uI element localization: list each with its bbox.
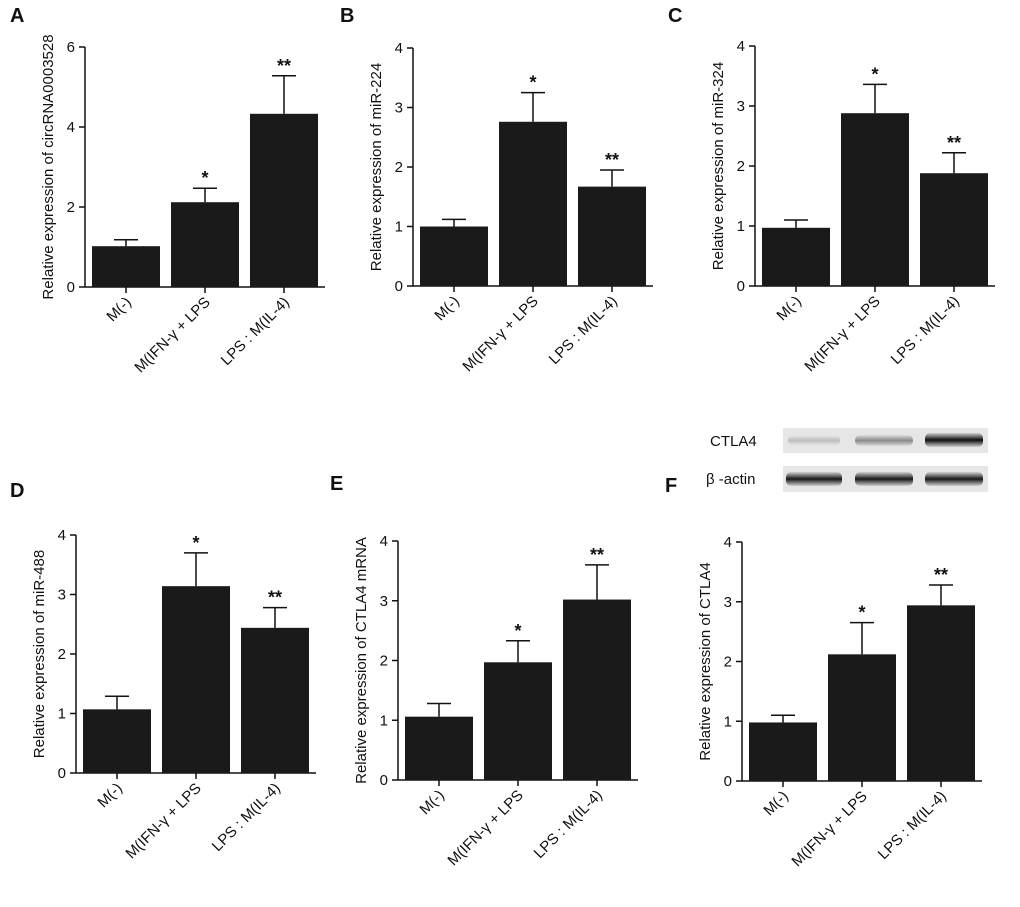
y-tick-label: 2	[724, 654, 732, 671]
bar	[499, 121, 567, 286]
y-tick-label: 0	[724, 773, 732, 790]
y-tick-label: 3	[724, 594, 732, 611]
y-tick-label: 1	[58, 706, 66, 723]
blot-label: β -actin	[706, 471, 755, 488]
bar	[841, 113, 909, 286]
bar	[907, 605, 975, 781]
y-tick-label: 4	[58, 527, 66, 544]
bar	[162, 586, 230, 773]
y-tick-label: 3	[737, 98, 745, 115]
panel-letter: B	[340, 5, 354, 27]
y-tick-label: 2	[395, 159, 403, 176]
significance: *	[529, 73, 536, 93]
bar	[749, 722, 817, 781]
blot-label: CTLA4	[710, 433, 757, 450]
y-axis-label: Relative expression of CTLA4 mRNA	[353, 537, 370, 784]
panel-letter: A	[10, 5, 24, 27]
significance: *	[514, 621, 521, 641]
bar	[578, 186, 646, 286]
y-tick-label: 3	[395, 100, 403, 117]
x-tick-label: M(IFN-γ + LPS	[801, 293, 883, 375]
x-tick-label: M(IFN-γ + LPS	[459, 293, 541, 375]
significance: *	[192, 533, 199, 553]
y-tick-label: 3	[380, 593, 388, 610]
y-tick-label: 4	[395, 40, 403, 57]
significance: *	[858, 603, 865, 623]
bar	[563, 599, 631, 780]
blot-band	[855, 435, 913, 446]
y-tick-label: 0	[67, 279, 75, 296]
x-tick-label: M(IFN-γ + LPS	[444, 787, 526, 869]
y-tick-label: 1	[724, 713, 732, 730]
x-tick-label: M(-)	[416, 787, 447, 818]
panel-letter: D	[10, 480, 24, 502]
blot-band	[925, 433, 983, 447]
bar	[828, 654, 896, 781]
significance: *	[871, 64, 878, 84]
x-tick-label: LPS : M(IL-4)	[888, 293, 963, 368]
y-tick-label: 2	[58, 646, 66, 663]
y-axis-label: Relative expression of miR-324	[710, 62, 727, 270]
y-tick-label: 1	[737, 218, 745, 235]
y-tick-label: 2	[737, 158, 745, 175]
panel-letter: C	[668, 5, 682, 27]
y-tick-label: 0	[58, 765, 66, 782]
panel-letter: E	[330, 473, 343, 495]
x-tick-label: LPS : M(IL-4)	[875, 788, 950, 863]
bar	[420, 226, 488, 286]
x-tick-label: M(-)	[94, 780, 125, 811]
bar	[171, 202, 239, 287]
x-tick-label: LPS : M(IL-4)	[531, 787, 606, 862]
y-tick-label: 6	[67, 39, 75, 56]
blot-band	[788, 436, 840, 445]
y-tick-label: 0	[380, 772, 388, 789]
bar	[484, 662, 552, 780]
bar	[83, 709, 151, 773]
significance: **	[590, 545, 604, 565]
y-tick-label: 1	[380, 712, 388, 729]
x-tick-label: LPS : M(IL-4)	[218, 294, 293, 369]
y-tick-label: 0	[737, 278, 745, 295]
significance: *	[201, 168, 208, 188]
bar	[250, 113, 318, 287]
x-tick-label: M(-)	[760, 788, 791, 819]
x-tick-label: LPS : M(IL-4)	[209, 780, 284, 855]
x-tick-label: LPS : M(IL-4)	[546, 293, 621, 368]
y-tick-label: 4	[737, 38, 745, 55]
y-tick-label: 1	[395, 219, 403, 236]
x-tick-label: M(IFN-γ + LPS	[122, 780, 204, 862]
significance: **	[268, 588, 282, 608]
y-axis-label: Relative expression of miR-224	[368, 63, 385, 271]
blot-band	[855, 472, 913, 486]
y-tick-label: 3	[58, 587, 66, 604]
x-tick-label: M(IFN-γ + LPS	[131, 294, 213, 376]
x-tick-label: M(IFN-γ + LPS	[788, 788, 870, 870]
y-tick-label: 2	[67, 199, 75, 216]
y-tick-label: 4	[724, 534, 732, 551]
y-axis-label: Relative expression of miR-488	[31, 550, 48, 758]
y-tick-label: 0	[395, 278, 403, 295]
y-tick-label: 4	[67, 119, 75, 136]
bar	[241, 627, 309, 773]
bar	[920, 173, 988, 286]
significance: **	[934, 565, 948, 585]
bar	[405, 716, 473, 780]
panel-letter: F	[665, 475, 677, 497]
significance: **	[947, 133, 961, 153]
blot-band	[786, 472, 842, 486]
western-blot: CTLA4 β -actin	[706, 428, 988, 492]
y-axis-label: Relative expression of circRNA0003528	[40, 34, 57, 299]
y-tick-label: 4	[380, 533, 388, 550]
y-tick-label: 2	[380, 653, 388, 670]
x-tick-label: M(-)	[773, 293, 804, 324]
blot-band	[925, 472, 983, 486]
bar	[92, 246, 160, 287]
bar	[762, 227, 830, 286]
significance: **	[605, 150, 619, 170]
x-tick-label: M(-)	[431, 293, 462, 324]
y-axis-label: Relative expression of CTLA4	[697, 562, 714, 760]
significance: **	[277, 56, 291, 76]
x-tick-label: M(-)	[103, 294, 134, 325]
